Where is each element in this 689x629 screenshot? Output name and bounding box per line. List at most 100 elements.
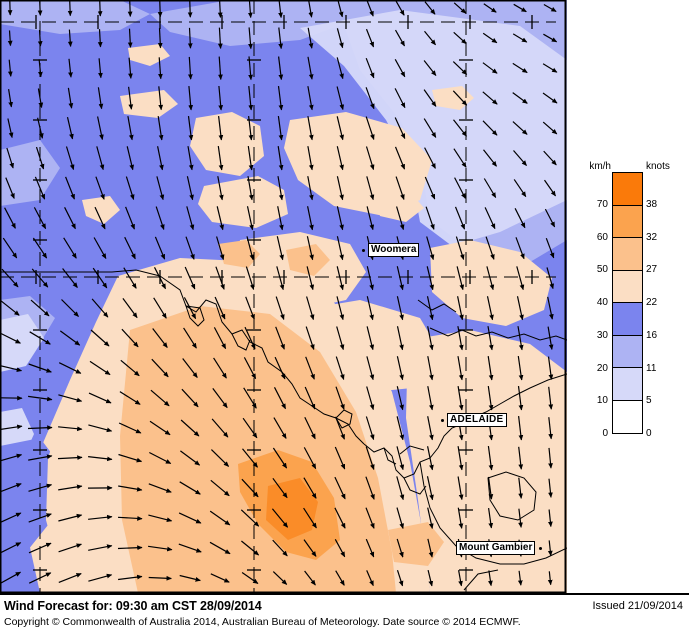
- colorbar-band-60-70[interactable]: [613, 205, 642, 238]
- wind-arrow: [241, 572, 259, 584]
- city-label-adelaide: ADELAIDE: [447, 413, 507, 427]
- wind-arrow: [37, 29, 43, 47]
- wind-arrow: [426, 476, 434, 501]
- wind-arrow: [306, 236, 314, 261]
- wind-arrow: [396, 206, 405, 231]
- wind-arrow: [242, 448, 258, 468]
- wind-arrow: [307, 0, 314, 18]
- wind-arrow: [278, 27, 284, 50]
- colorbar-band-70+[interactable]: [613, 173, 642, 206]
- wind-forecast-map[interactable]: Woomera ADELAIDE Mount Gambier: [0, 0, 567, 593]
- wind-arrow: [179, 481, 201, 495]
- wind-arrow: [96, 146, 105, 171]
- wind-arrow: [210, 573, 230, 583]
- colorbar-band-40-50[interactable]: [613, 270, 642, 303]
- wind-arrow: [457, 296, 464, 321]
- wind-arrow: [0, 512, 22, 524]
- wind-arrow: [67, 0, 73, 17]
- wind-arrow: [483, 178, 497, 199]
- colorbar-unit-kmh: km/h: [589, 161, 611, 172]
- wind-arrow: [336, 326, 345, 351]
- wind-arrow: [483, 149, 497, 167]
- wind-arrow: [427, 326, 434, 351]
- wind-arrow: [31, 268, 49, 288]
- wind-arrow: [277, 146, 284, 171]
- wind-arrow: [517, 326, 524, 351]
- wind-arrow: [0, 424, 23, 431]
- footer-bar: Wind Forecast for: 09:30 am CST 28/09/20…: [0, 593, 689, 629]
- wind-arrow: [307, 206, 314, 231]
- wind-arrow: [64, 207, 76, 230]
- wind-arrow: [65, 146, 75, 171]
- wind-arrow: [90, 329, 110, 347]
- wind-arrow: [7, 30, 13, 47]
- wind-arrow: [337, 0, 344, 18]
- wind-arrow: [548, 417, 554, 440]
- wind-arrow: [453, 119, 467, 137]
- wind-arrow: [306, 266, 315, 291]
- wind-arrow: [426, 236, 435, 261]
- wind-arrow: [336, 206, 344, 231]
- wind-arrow: [148, 514, 173, 523]
- wind-arrow: [303, 477, 317, 499]
- colorbar-knots-tick-22: 22: [646, 297, 658, 308]
- wind-arrow: [394, 117, 406, 140]
- wind-arrow: [28, 395, 53, 402]
- colorbar-bands[interactable]: [612, 172, 643, 434]
- wind-arrow: [0, 365, 23, 372]
- wind-arrow: [153, 267, 167, 290]
- wind-arrow: [518, 446, 524, 470]
- wind-arrow: [278, 0, 283, 19]
- wind-arrow: [274, 356, 286, 380]
- wind-arrow: [513, 150, 527, 166]
- wind-arrow: [178, 512, 202, 524]
- wind-arrow: [65, 176, 75, 200]
- wind-arrow: [547, 296, 554, 320]
- wind-arrow: [7, 59, 13, 77]
- wind-arrow: [365, 146, 375, 171]
- wind-arrow: [544, 179, 556, 197]
- city-marker-adelaide: [441, 419, 444, 422]
- colorbar-knots-tick-38: 38: [646, 198, 658, 210]
- wind-arrow: [365, 538, 375, 558]
- wind-arrow: [365, 28, 375, 48]
- wind-arrow: [277, 176, 284, 201]
- wind-arrow: [487, 476, 494, 500]
- colorbar-kmh-tick-40: 40: [596, 297, 608, 308]
- wind-arrow: [98, 58, 103, 79]
- wind-arrow: [95, 176, 105, 200]
- colorbar-band-20-30[interactable]: [613, 335, 642, 368]
- wind-arrow: [117, 516, 143, 521]
- wind-arrow: [28, 363, 52, 373]
- colorbar-band-30-40[interactable]: [613, 303, 642, 336]
- wind-arrow: [5, 177, 15, 199]
- wind-arrow: [396, 416, 405, 441]
- wind-arrow: [394, 88, 406, 109]
- wind-arrow: [336, 86, 345, 111]
- wind-arrow: [396, 356, 404, 381]
- colorbar-band-0-10[interactable]: [613, 400, 642, 433]
- wind-arrow: [365, 116, 375, 140]
- colorbar-band-50-60[interactable]: [613, 238, 642, 271]
- colorbar-kmh-tick-50: 50: [596, 264, 608, 276]
- wind-arrow: [88, 573, 113, 582]
- wind-arrow: [187, 116, 194, 141]
- wind-arrow: [118, 453, 143, 463]
- wind-arrow: [424, 176, 436, 200]
- wind-arrow: [187, 0, 193, 18]
- wind-arrow: [305, 356, 315, 380]
- wind-arrow: [548, 509, 553, 528]
- wind-arrow: [240, 509, 260, 527]
- colorbar-band-10-20[interactable]: [613, 368, 642, 401]
- wind-arrow: [457, 326, 464, 351]
- wind-arrow: [218, 116, 224, 141]
- wind-arrow: [241, 540, 260, 556]
- wind-arrow: [212, 388, 228, 409]
- wind-arrow: [453, 31, 467, 45]
- wind-arrow: [452, 61, 468, 75]
- wind-arrow: [488, 570, 493, 587]
- wind-arrow: [149, 451, 172, 465]
- wind-arrow: [276, 266, 285, 291]
- wind-arrow: [303, 507, 317, 529]
- wind-arrow: [548, 386, 554, 410]
